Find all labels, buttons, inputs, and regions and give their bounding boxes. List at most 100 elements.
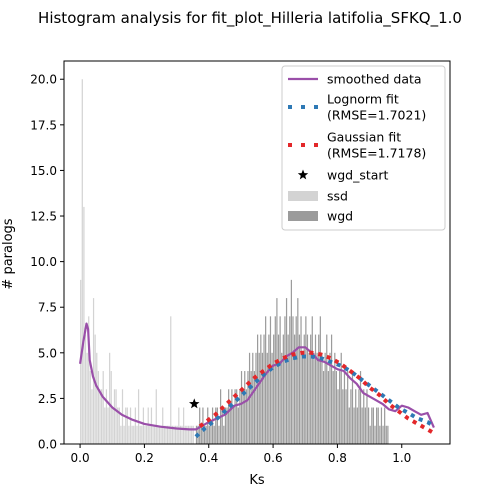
ssd-bar [84,334,87,444]
ssd-bar [158,425,161,444]
wgd-bar [281,352,283,444]
legend-label-rmse: (RMSE=1.7178) [327,146,426,161]
wgd-bar [384,407,386,444]
ssd-bar [117,407,119,444]
wgd-bar [205,425,207,444]
ssd-bar [102,371,104,444]
ssd-bar [109,352,111,444]
wgd-bar [318,334,320,444]
ssd-bar [105,389,108,444]
wgd-bar [215,407,217,444]
wgd-bar [234,389,236,444]
ssd-bar [131,425,133,444]
ssd-bar [168,425,170,444]
ssd-bar [128,425,130,444]
legend-label: Gaussian fit [327,130,401,145]
ssd-bar [187,425,190,444]
wgd-bar [310,334,312,444]
ssd-bar [115,389,117,444]
legend-wgd-start-swatch [297,169,309,180]
wgd-bar [367,407,370,444]
ssd-bar [137,389,140,444]
wgd-bar [300,316,302,444]
wgd-bar [279,316,281,444]
legend-wgd-swatch [288,211,318,221]
legend: smoothed data Lognorm fit(RMSE=1.7021) Gau… [281,65,446,231]
ssd-bar [118,407,120,444]
plot-frame [63,60,451,445]
wgd-bar [334,352,336,444]
wgd-bar [255,352,257,444]
wgd-bar [223,425,225,444]
ssd-bar [186,425,188,444]
wgd-bar [293,334,296,444]
ssd-bar [160,425,162,444]
wgd-bar [313,352,315,444]
ssd-bar [88,316,90,444]
wgd-bar [321,352,323,444]
wgd-bar [359,371,362,444]
wgd-bar [330,334,333,444]
legend-ssd-swatch [288,191,318,201]
wgd-bar [295,316,297,444]
wgd-bar [345,389,347,444]
legend-label: wgd [327,209,353,224]
wgd-bar [211,407,214,444]
wgd-bar [305,316,307,444]
wgd-bar [207,407,209,444]
wgd-bar [224,407,227,444]
ssd-bar [142,407,145,444]
wgd-bar [340,352,342,444]
wgd-bar [266,352,268,444]
y-tick-label: 0.0 [38,438,57,452]
ssd-bar [152,425,154,444]
ssd-bar [139,425,141,444]
ssd-bar [126,407,128,444]
wgd-bar [226,407,228,444]
wgd-bar [245,389,247,444]
wgd-bar [350,389,352,444]
ssd-bar [99,389,101,444]
wgd-bar [387,425,389,444]
ssd-bar [136,425,138,444]
ssd-bar [123,425,125,444]
wgd-bar [260,334,262,444]
ssd-bar [120,425,122,444]
wgd-bar [237,407,239,444]
wgd-bar [231,389,233,444]
y-tick-label: 7.5 [38,301,57,315]
wgd-bar [298,334,301,444]
legend-label: smoothed data [327,72,422,87]
ssd-bar [184,425,186,444]
wgd-bar [257,334,259,444]
wgd-bar [250,371,252,444]
wgd-bar [229,407,231,444]
wgd-bar [379,425,381,444]
ssd-bar [81,79,83,445]
wgd-bar [203,425,206,444]
wgd-bar [351,371,354,444]
ssd-bar [178,407,180,444]
wgd-bar [356,407,358,444]
wgd-bar [348,407,350,444]
wgd-bar [324,352,326,444]
wgd-bar [297,298,299,444]
wgd-bar [244,371,246,444]
y-axis-label: # paralogs [1,218,16,289]
ssd-bar [166,425,169,444]
chart-title: Histogram analysis for fit_plot_Hilleria… [38,9,462,28]
wgd-bar [271,352,273,444]
ssd-bar [174,425,177,444]
plot-area [79,79,435,445]
y-tick-label: 15.0 [30,164,57,178]
wgd-bar [327,371,329,444]
wgd-bar [261,352,264,444]
x-axis-label: Ks [249,473,265,488]
ssd-bar [83,206,85,444]
wgd-bar [319,316,321,444]
wgd-bar [240,371,243,444]
ssd-bar [134,407,136,444]
ssd-bar [144,425,146,444]
smoothed-data-line [79,322,435,431]
ssd-bar [179,425,182,444]
